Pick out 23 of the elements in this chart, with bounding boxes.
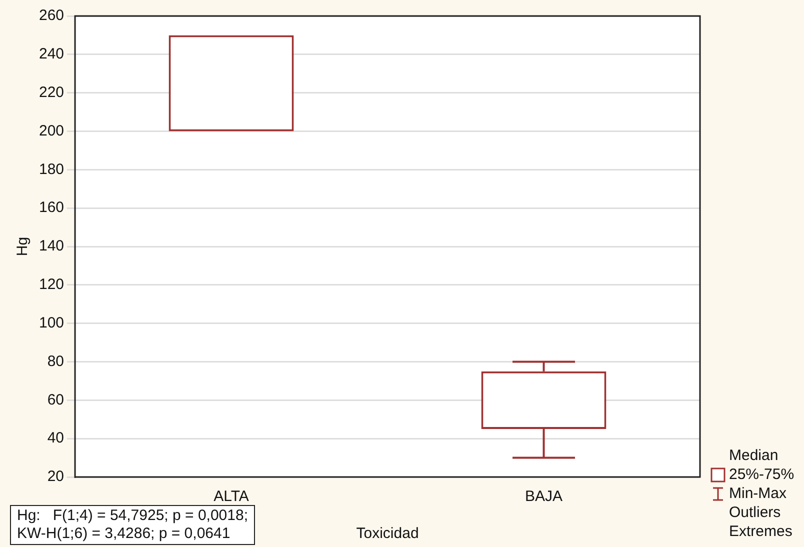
text: Hg: F(1;4) = 54,7925; p = 0,0018; KW-H(1;6) = 3,4286; p = 0,0641	[10, 505, 255, 545]
y-tick-label: 80	[47, 352, 64, 370]
text: Min-Max	[729, 484, 787, 503]
y-axis-title: Hg	[14, 236, 32, 256]
text: Outliers	[729, 503, 781, 522]
y-tick-label: 260	[38, 7, 64, 24]
y-tick-label: 180	[38, 160, 64, 178]
y-tick-label: 220	[38, 84, 64, 101]
y-tick-label: 140	[38, 238, 64, 255]
text: Extremes	[729, 522, 792, 541]
y-tick-label: 100	[38, 314, 64, 332]
text: 25%-75%	[729, 465, 794, 484]
x-tick-label: BAJA	[525, 488, 563, 506]
text: Median	[729, 446, 778, 465]
x-tick-label: ALTA	[214, 488, 249, 506]
y-tick-label: 20	[47, 468, 64, 486]
y-tick-label: 200	[38, 122, 64, 140]
y-tick-label: 160	[38, 199, 64, 216]
x-axis-title: Toxicidad	[356, 525, 419, 542]
y-tick-label: 60	[47, 391, 64, 408]
y-tick-label: 240	[38, 46, 64, 63]
y-tick-label: 40	[47, 430, 64, 447]
y-tick-label: 120	[38, 276, 64, 294]
